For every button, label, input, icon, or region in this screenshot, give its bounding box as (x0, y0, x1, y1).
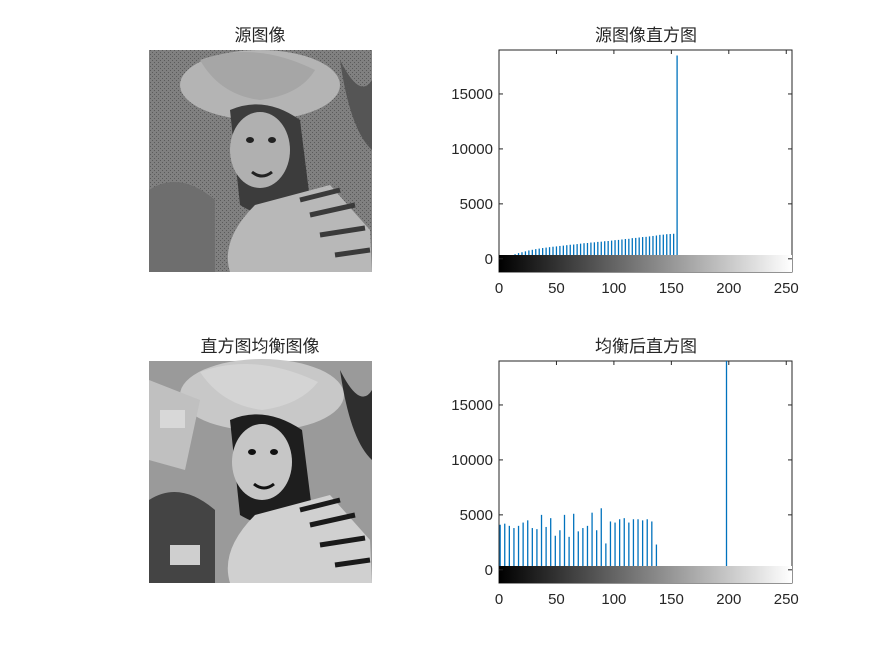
src-image (149, 50, 372, 272)
src-ytick-label: 5000 (460, 196, 493, 213)
eq-xtick-label: 0 (495, 591, 503, 608)
src-ytick-label: 0 (485, 251, 493, 268)
eq-xtick-label: 150 (659, 591, 684, 608)
eq-ytick-label: 15000 (451, 397, 493, 414)
src-xtick-label: 200 (716, 280, 741, 297)
eq-image-panel: 直方图均衡图像 (149, 337, 372, 583)
eq-histogram-xticks: 0 50 100 150 200 250 (495, 361, 799, 608)
eq-image-title: 直方图均衡图像 (201, 337, 320, 357)
src-image-panel: 源图像 (149, 26, 372, 272)
src-histogram-bars (499, 55, 792, 260)
eq-image (149, 359, 372, 583)
eq-histogram-colorbar (499, 566, 792, 583)
src-histogram-yticks: 0 5000 10000 15000 (451, 86, 792, 268)
eq-histogram-axes-box (498, 360, 793, 584)
eq-xtick-label: 250 (774, 591, 799, 608)
eq-histogram-yticks: 0 5000 10000 15000 (451, 397, 792, 579)
src-ytick-label: 10000 (451, 141, 493, 158)
src-xtick-label: 100 (601, 280, 626, 297)
src-image-title: 源图像 (235, 26, 286, 46)
src-xtick-label: 150 (659, 280, 684, 297)
eq-xtick-label: 50 (548, 591, 565, 608)
eq-histogram-title: 均衡后直方图 (595, 337, 697, 357)
eq-histogram: 均衡后直方图 0 5000 10000 15000 0 50 100 150 200 250 (451, 337, 798, 608)
eq-xtick-label: 200 (716, 591, 741, 608)
eq-ytick-label: 5000 (460, 507, 493, 524)
eq-histogram-bars (499, 361, 792, 571)
src-histogram-title: 源图像直方图 (595, 26, 697, 46)
src-histogram-colorbar (499, 255, 792, 272)
src-xtick-label: 250 (774, 280, 799, 297)
src-xtick-label: 0 (495, 280, 503, 297)
src-histogram: 源图像直方图 0 5000 10000 15000 0 50 100 150 200 250 (451, 26, 798, 297)
eq-ytick-label: 10000 (451, 452, 493, 469)
eq-xtick-label: 100 (601, 591, 626, 608)
src-ytick-label: 15000 (451, 86, 493, 103)
src-xtick-label: 50 (548, 280, 565, 297)
src-histogram-xticks: 0 50 100 150 200 250 (495, 50, 799, 297)
eq-ytick-label: 0 (485, 562, 493, 579)
